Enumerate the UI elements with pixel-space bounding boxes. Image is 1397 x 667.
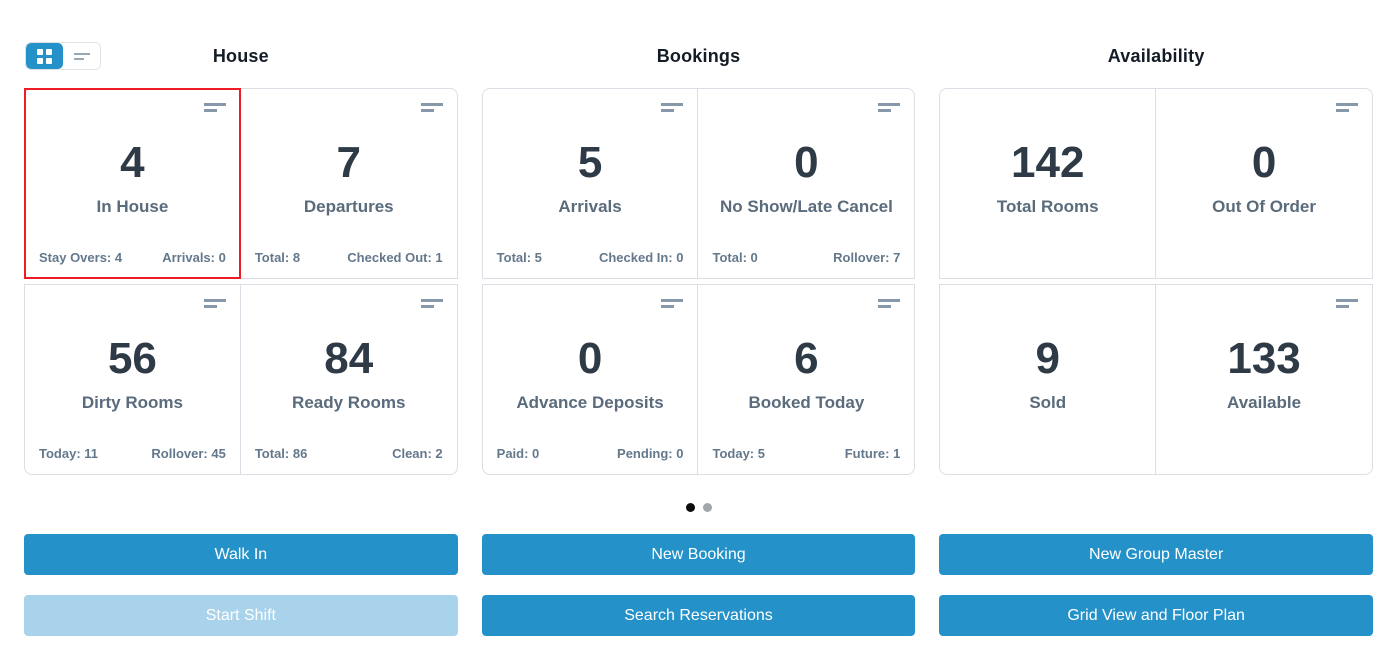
card-value: 56 — [107, 334, 157, 383]
walk-in-button[interactable]: Walk In — [24, 534, 458, 575]
footer-left: Today: 11 — [39, 446, 99, 461]
card-footer: Total: 8 Checked Out: 1 — [241, 250, 457, 278]
menu-lines-icon[interactable] — [1335, 299, 1358, 308]
list-view-icon — [73, 52, 90, 60]
section-availability: 142 Total Rooms 0 Out Of Order 9 Sold 13… — [939, 88, 1373, 475]
menu-lines-icon[interactable] — [1335, 103, 1358, 112]
footer-left: Stay Overs: 4 — [39, 250, 123, 265]
menu-lines-icon[interactable] — [203, 103, 226, 112]
footer-right: Pending: 0 — [617, 446, 684, 461]
footer-left: Total: 5 — [496, 250, 542, 265]
card-footer: Stay Overs: 4 Arrivals: 0 — [25, 250, 240, 278]
list-view-button[interactable] — [63, 43, 100, 69]
grid-view-floor-plan-button[interactable]: Grid View and Floor Plan — [939, 595, 1373, 636]
section-title-house: House — [212, 46, 269, 66]
card-value: 84 — [324, 334, 374, 383]
card-label: Out Of Order — [1212, 197, 1317, 216]
card-label: Departures — [303, 197, 394, 216]
menu-lines-icon[interactable] — [661, 299, 684, 308]
card-available[interactable]: 133 Available — [1156, 284, 1373, 475]
section-bookings: 5 Arrivals Total: 5 Checked In: 0 0 No S… — [481, 88, 916, 475]
card-out-of-order[interactable]: 0 Out Of Order — [1156, 88, 1373, 279]
card-label: Available — [1227, 393, 1302, 412]
card-label: Booked Today — [748, 393, 865, 412]
card-booked-today[interactable]: 6 Booked Today Today: 5 Future: 1 — [698, 284, 916, 475]
footer-left: Today: 5 — [712, 446, 765, 461]
card-value: 133 — [1227, 334, 1301, 383]
menu-lines-icon[interactable] — [420, 299, 443, 308]
carousel-pagination — [0, 503, 1397, 512]
action-buttons: Walk In New Booking New Group Master Sta… — [0, 534, 1397, 636]
section-title-bookings: Bookings — [656, 46, 741, 66]
card-value: 4 — [120, 138, 145, 187]
card-footer: Paid: 0 Pending: 0 — [483, 446, 698, 474]
card-value: 7 — [336, 138, 361, 187]
footer-right: Rollover: 45 — [151, 446, 226, 461]
footer-left: Paid: 0 — [496, 446, 540, 461]
menu-lines-icon[interactable] — [203, 299, 226, 308]
card-label: In House — [96, 197, 169, 216]
card-label: Arrivals — [558, 197, 622, 216]
card-value: 0 — [1251, 138, 1277, 187]
card-value: 142 — [1011, 138, 1085, 187]
card-footer: Total: 0 Rollover: 7 — [698, 250, 914, 278]
footer-left: Total: 8 — [254, 250, 301, 265]
card-footer: Total: 86 Clean: 2 — [241, 446, 457, 474]
menu-lines-icon[interactable] — [420, 103, 443, 112]
pagination-dot-1[interactable] — [685, 503, 695, 512]
grid-view-button[interactable] — [26, 43, 63, 69]
card-arrivals[interactable]: 5 Arrivals Total: 5 Checked In: 0 — [481, 88, 699, 279]
card-sold[interactable]: 9 Sold — [939, 284, 1157, 475]
card-footer: Today: 5 Future: 1 — [698, 446, 914, 474]
section-house: 4 In House Stay Overs: 4 Arrivals: 0 7 D… — [24, 88, 458, 475]
dashboard-sections: 4 In House Stay Overs: 4 Arrivals: 0 7 D… — [0, 88, 1397, 475]
new-group-master-button[interactable]: New Group Master — [939, 534, 1373, 575]
footer-right: Arrivals: 0 — [162, 250, 226, 265]
menu-lines-icon[interactable] — [661, 103, 684, 112]
footer-left: Total: 0 — [712, 250, 758, 265]
card-label: No Show/Late Cancel — [719, 197, 893, 216]
start-shift-button[interactable]: Start Shift — [24, 595, 458, 636]
card-label: Ready Rooms — [292, 393, 406, 412]
card-label: Dirty Rooms — [81, 393, 183, 412]
card-value: 0 — [794, 138, 819, 187]
card-total-rooms[interactable]: 142 Total Rooms — [939, 88, 1157, 279]
card-in-house[interactable]: 4 In House Stay Overs: 4 Arrivals: 0 — [24, 88, 241, 279]
menu-lines-icon[interactable] — [878, 299, 901, 308]
footer-right: Checked In: 0 — [598, 250, 684, 265]
card-label: Advance Deposits — [516, 393, 664, 412]
card-label: Total Rooms — [996, 197, 1099, 216]
footer-right: Rollover: 7 — [833, 250, 901, 265]
card-ready-rooms[interactable]: 84 Ready Rooms Total: 86 Clean: 2 — [240, 284, 458, 475]
card-footer: Today: 11 Rollover: 45 — [25, 446, 240, 474]
card-dirty-rooms[interactable]: 56 Dirty Rooms Today: 11 Rollover: 45 — [24, 284, 241, 475]
view-toggle — [25, 42, 101, 70]
card-value: 6 — [794, 334, 819, 383]
card-no-show-late-cancel[interactable]: 0 No Show/Late Cancel Total: 0 Rollover:… — [698, 88, 916, 279]
card-value: 5 — [577, 138, 603, 187]
card-value: 0 — [577, 334, 603, 383]
menu-lines-icon[interactable] — [878, 103, 901, 112]
card-departures[interactable]: 7 Departures Total: 8 Checked Out: 1 — [240, 88, 458, 279]
card-value: 9 — [1035, 334, 1060, 383]
footer-left: Total: 86 — [254, 446, 308, 461]
pagination-dot-2[interactable] — [702, 503, 712, 512]
footer-right: Checked Out: 1 — [347, 250, 443, 265]
card-advance-deposits[interactable]: 0 Advance Deposits Paid: 0 Pending: 0 — [481, 284, 699, 475]
section-headers: House Bookings Availability — [24, 42, 1373, 70]
grid-view-icon — [37, 48, 52, 64]
footer-right: Future: 1 — [844, 446, 901, 461]
new-booking-button[interactable]: New Booking — [481, 534, 916, 575]
section-title-availability: Availability — [1107, 46, 1205, 66]
top-bar: House Bookings Availability — [24, 42, 1373, 70]
card-footer: Total: 5 Checked In: 0 — [483, 250, 698, 278]
card-label: Sold — [1029, 393, 1067, 412]
footer-right: Clean: 2 — [392, 446, 443, 461]
search-reservations-button[interactable]: Search Reservations — [481, 595, 916, 636]
